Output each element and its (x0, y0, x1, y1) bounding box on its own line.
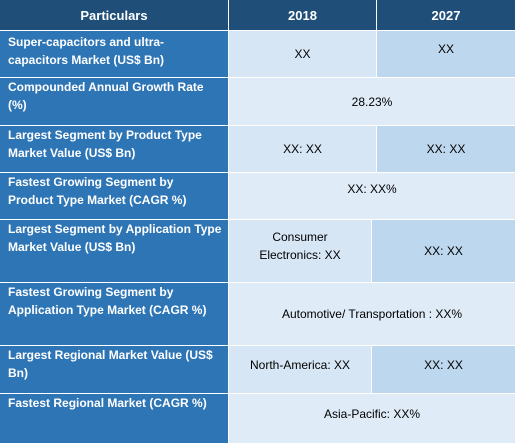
header-particulars: Particulars (0, 0, 229, 31)
row-label-fastest-product: Fastest Growing Segment by Product Type … (0, 173, 229, 220)
header-year-2018: 2018 (229, 0, 377, 31)
row-label-cagr: Compounded Annual Growth Rate (%) (0, 78, 229, 126)
row-label-largest-product: Largest Segment by Product Type Market V… (0, 126, 229, 173)
row-largest-application-2027: XX: XX (372, 220, 516, 283)
row-largest-regional-2018: North-America: XX (229, 346, 372, 394)
row-largest-product-2018: XX: XX (229, 126, 377, 173)
row-fastest-application-value: Automotive/ Transportation : XX% (229, 283, 516, 346)
row-label-fastest-regional: Fastest Regional Market (CAGR %) (0, 394, 229, 444)
row-fastest-regional-value: Asia-Pacific: XX% (229, 394, 516, 444)
row-market-2018: XX (229, 31, 377, 78)
row-largest-product-2027: XX: XX (377, 126, 516, 173)
row-market-2027: XX (377, 31, 516, 78)
row-label-fastest-application: Fastest Growing Segment by Application T… (0, 283, 229, 346)
row-cagr-value: 28.23% (229, 78, 516, 126)
row-fastest-product-value: XX: XX% (229, 173, 516, 220)
header-year-2027: 2027 (377, 0, 516, 31)
row-largest-application-2018: Consumer Electronics: XX (229, 220, 372, 283)
row-label-market: Super-capacitors and ultra-capacitors Ma… (0, 31, 229, 78)
row-largest-regional-2027: XX: XX (372, 346, 516, 394)
row-label-largest-application: Largest Segment by Application Type Mark… (0, 220, 229, 283)
row-label-largest-regional: Largest Regional Market Value (US$ Bn) (0, 346, 229, 394)
